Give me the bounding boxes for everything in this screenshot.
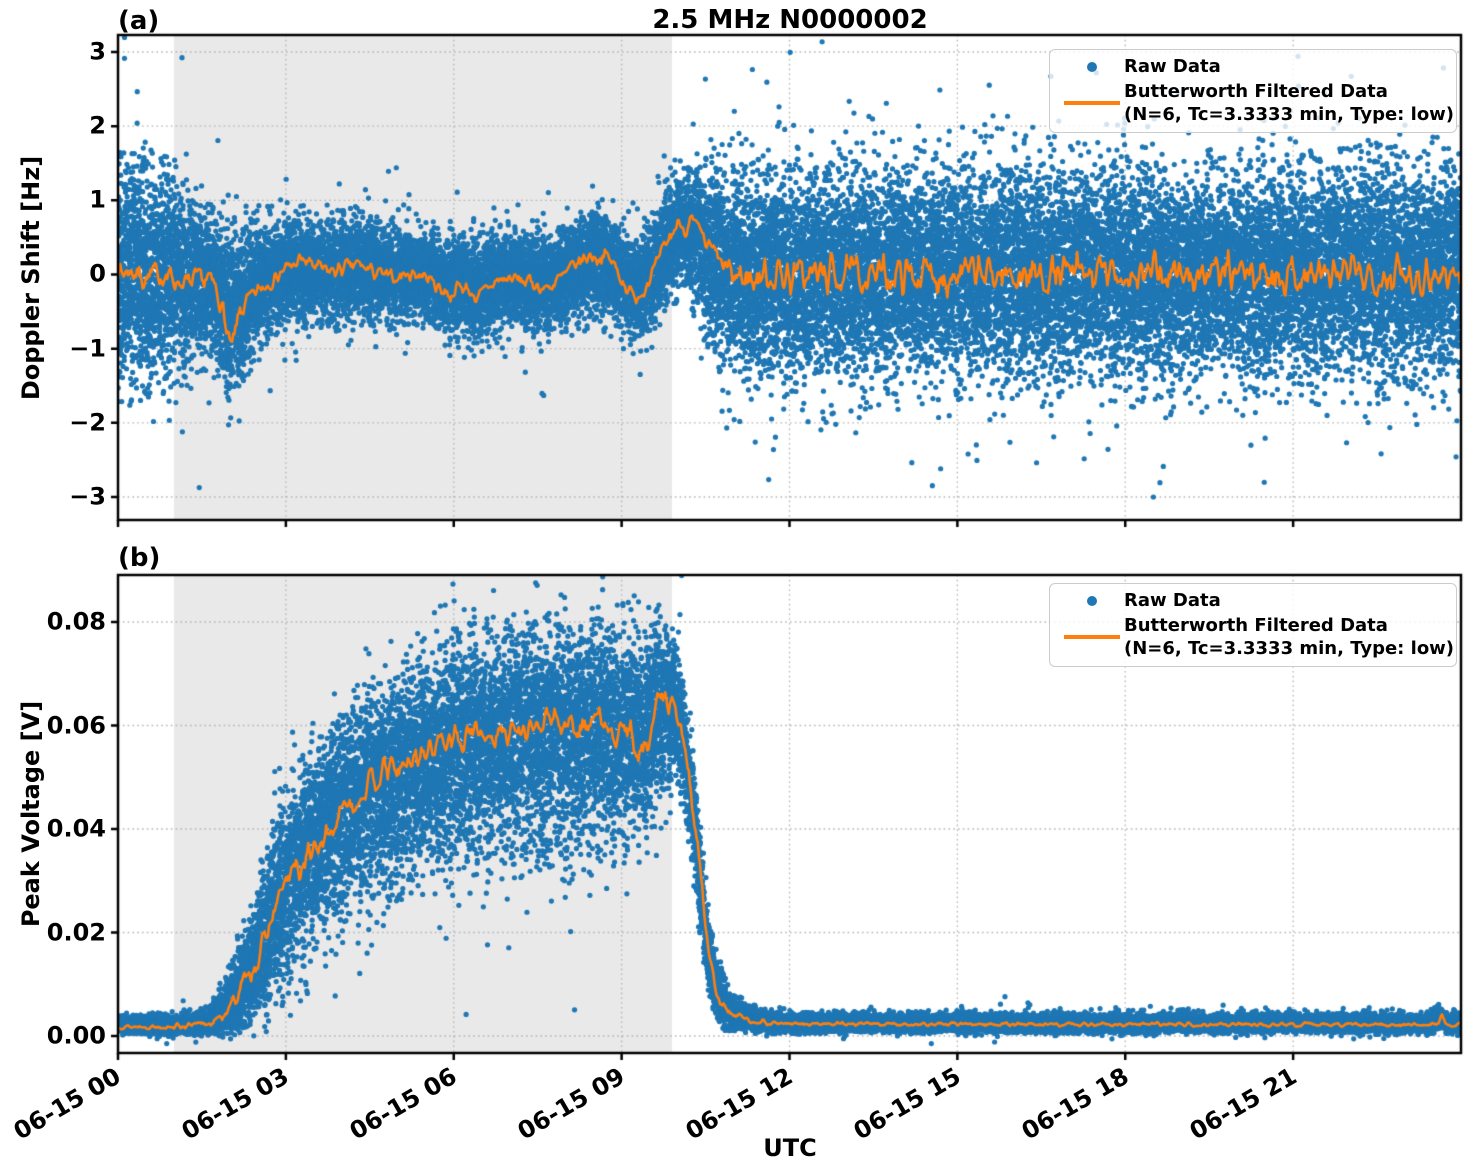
y-tick-label-b: 0.04 [46, 814, 106, 843]
y-tick-label-a: −3 [69, 482, 106, 511]
legend-item-raw: Raw Data [1060, 589, 1446, 612]
y-axis-label-a: Doppler Shift [Hz] [17, 155, 45, 401]
legend-item-raw: Raw Data [1060, 55, 1446, 78]
legend-item-filtered: Butterworth Filtered Data (N=6, Tc=3.333… [1060, 80, 1454, 126]
filtered-line-icon [1064, 635, 1120, 640]
legend-panel-b: Raw Data Butterworth Filtered Data (N=6,… [1049, 583, 1457, 668]
raw-data-point-icon [1087, 61, 1097, 72]
panel-b-label: (b) [118, 543, 161, 573]
y-tick-label-b: 0.08 [46, 607, 106, 636]
legend-panel-a: Raw Data Butterworth Filtered Data (N=6,… [1049, 49, 1457, 134]
y-tick-label-b: 0.00 [46, 1021, 106, 1050]
raw-data-point-icon [1087, 595, 1097, 606]
x-axis-label: UTC [763, 1134, 817, 1162]
legend-filtered-label: Butterworth Filtered Data [1124, 81, 1388, 103]
y-tick-label-a: 1 [89, 185, 106, 214]
filtered-line-icon [1064, 101, 1120, 106]
y-tick-label-a: −2 [69, 408, 106, 437]
legend-filtered-label: Butterworth Filtered Data [1124, 615, 1388, 637]
legend-raw-label: Raw Data [1124, 590, 1221, 611]
legend-item-filtered: Butterworth Filtered Data (N=6, Tc=3.333… [1060, 614, 1454, 660]
y-tick-label-a: 0 [89, 259, 106, 288]
y-tick-label-b: 0.02 [46, 917, 106, 946]
legend-raw-label: Raw Data [1124, 56, 1221, 77]
chart-title: 2.5 MHz N0000002 [652, 5, 928, 35]
legend-filtered-params: (N=6, Tc=3.3333 min, Type: low) [1124, 104, 1455, 126]
panel-a-label: (a) [118, 6, 160, 36]
y-tick-label-a: −1 [69, 334, 106, 363]
y-tick-label-b: 0.06 [46, 710, 106, 739]
legend-filtered-params: (N=6, Tc=3.3333 min, Type: low) [1124, 638, 1455, 660]
y-axis-label-b: Peak Voltage [V] [17, 700, 45, 928]
y-tick-label-a: 3 [89, 37, 106, 66]
y-tick-label-a: 2 [89, 111, 106, 140]
